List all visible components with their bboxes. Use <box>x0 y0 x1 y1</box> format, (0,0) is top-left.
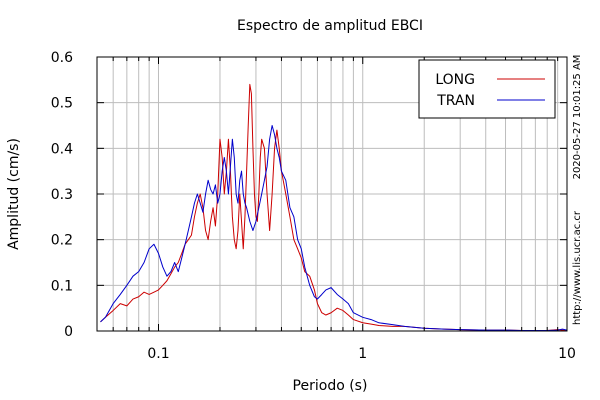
series-line-tran <box>100 125 568 332</box>
x-axis: 0.1 1 10 <box>96 57 576 362</box>
series-line-long <box>100 83 568 332</box>
legend-label-long: LONG <box>435 72 475 88</box>
legend: LONG TRAN <box>418 59 556 119</box>
y-axis-label: Amplitud (cm/s) <box>6 138 22 250</box>
y-tick-label: 0 <box>64 324 73 340</box>
y-tick-label: 0.6 <box>51 50 73 66</box>
timestamp-label: 2020-05-27 10:01:25 AM <box>572 55 583 180</box>
grid <box>97 57 567 331</box>
y-tick-label: 0.5 <box>51 96 73 112</box>
y-tick-label: 0.3 <box>51 187 73 203</box>
x-tick-label: 1 <box>358 346 367 362</box>
source-url-label: http://www.lis.ucr.ac.cr <box>572 210 583 325</box>
y-axis: 0 0.1 0.2 0.3 0.4 0.5 0.6 <box>51 50 567 340</box>
x-tick-label: 0.1 <box>147 346 169 362</box>
legend-label-tran: TRAN <box>436 93 475 109</box>
x-tick-label: 10 <box>558 346 576 362</box>
y-tick-label: 0.1 <box>51 278 73 294</box>
y-tick-label: 0.4 <box>51 141 73 157</box>
chart-title: Espectro de amplitud EBCI <box>237 18 423 34</box>
x-axis-label: Periodo (s) <box>293 378 368 394</box>
series-group <box>100 83 568 332</box>
y-tick-label: 0.2 <box>51 233 73 249</box>
legend-box <box>418 59 556 119</box>
